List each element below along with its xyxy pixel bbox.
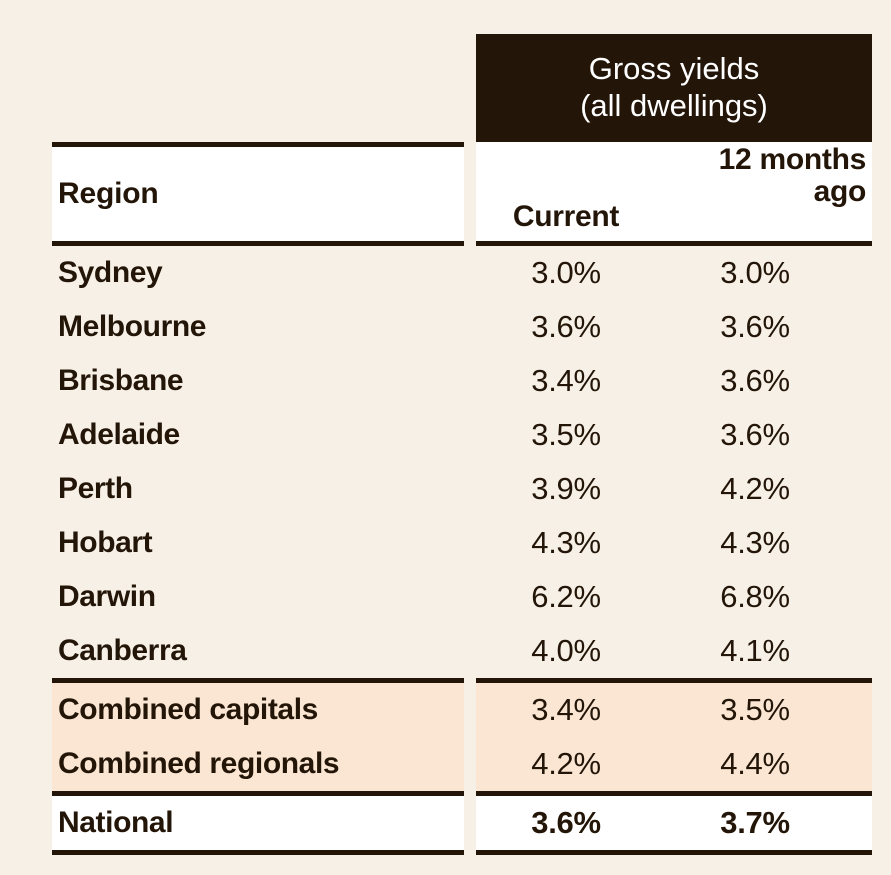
value-12-months-ago: 6.8% xyxy=(720,579,790,614)
table-row: Brisbane 3.4% 3.6% xyxy=(0,354,891,408)
value-12-months-ago: 4.2% xyxy=(720,471,790,506)
table-cell-values: 6.2% 6.8% xyxy=(476,570,872,624)
table-cell-region: National xyxy=(52,796,464,850)
region-label: Brisbane xyxy=(58,364,184,397)
table-cell-region: Darwin xyxy=(52,570,464,624)
region-label: Canberra xyxy=(58,634,187,667)
value-12-months-ago: 3.6% xyxy=(720,417,790,452)
region-label: National xyxy=(58,806,174,839)
table-row: National 3.6% 3.7% xyxy=(0,796,891,850)
table-cell-region: Hobart xyxy=(52,516,464,570)
table-row: Adelaide 3.5% 3.6% xyxy=(0,408,891,462)
region-label: Sydney xyxy=(58,256,163,289)
column-header-12-months-ago-line-2: ago xyxy=(813,175,867,209)
table-cell-region: Perth xyxy=(52,462,464,516)
value-current: 4.2% xyxy=(531,746,601,781)
table-cell-values: 3.4% 3.6% xyxy=(476,354,872,408)
column-header-region: Region xyxy=(52,142,464,246)
column-header-12-months-ago-line-1: 12 months xyxy=(718,143,867,176)
table-cell-values: 3.6% 3.7% xyxy=(476,796,872,850)
table-row: Darwin 6.2% 6.8% xyxy=(0,570,891,624)
value-12-months-ago: 3.5% xyxy=(720,692,790,727)
section-divider-rule-right xyxy=(476,791,872,796)
section-divider-rule-left xyxy=(52,791,464,796)
table-row: Perth 3.9% 4.2% xyxy=(0,462,891,516)
column-header-region-label: Region xyxy=(58,177,159,210)
table-cell-region: Brisbane xyxy=(52,354,464,408)
value-12-months-ago: 4.4% xyxy=(720,746,790,781)
table-row: Canberra 4.0% 4.1% xyxy=(0,624,891,678)
region-label: Adelaide xyxy=(58,418,180,451)
column-header-current-label: Current xyxy=(512,199,620,233)
column-header-12-months-ago: 12 months ago xyxy=(656,142,872,241)
table-cell-values: 4.2% 4.4% xyxy=(476,737,872,791)
section-divider-rule-right xyxy=(476,678,872,683)
table-body: Sydney 3.0% 3.0% Melbourne 3.6% 3.6% Brisbane 3… xyxy=(0,246,891,855)
column-header-values: Current 12 months ago xyxy=(476,142,872,246)
table-cell-values: 4.0% 4.1% xyxy=(476,624,872,678)
value-current: 3.0% xyxy=(531,255,601,290)
region-label: Darwin xyxy=(58,580,156,613)
table-cell-values: 4.3% 4.3% xyxy=(476,516,872,570)
region-label: Combined capitals xyxy=(58,693,318,726)
table-cell-region: Sydney xyxy=(52,246,464,300)
section-divider-rule-left xyxy=(52,678,464,683)
region-label: Perth xyxy=(58,472,133,505)
value-current: 3.6% xyxy=(531,309,601,344)
column-header-current: Current xyxy=(476,142,656,241)
table-bottom-rule-right xyxy=(476,850,872,855)
value-12-months-ago: 3.6% xyxy=(720,309,790,344)
table-cell-values: 3.5% 3.6% xyxy=(476,408,872,462)
table-cell-region: Canberra xyxy=(52,624,464,678)
table-cell-values: 3.6% 3.6% xyxy=(476,300,872,354)
value-12-months-ago: 3.0% xyxy=(720,255,790,290)
table-cell-values: 3.9% 4.2% xyxy=(476,462,872,516)
value-current: 3.5% xyxy=(531,417,601,452)
value-current: 4.0% xyxy=(531,633,601,668)
region-label: Hobart xyxy=(58,526,153,559)
table-cell-region: Combined capitals xyxy=(52,683,464,737)
table-row: Sydney 3.0% 3.0% xyxy=(0,246,891,300)
value-current: 3.9% xyxy=(531,471,601,506)
value-12-months-ago: 4.1% xyxy=(720,633,790,668)
value-current: 4.3% xyxy=(531,525,601,560)
super-header-gross-yields: Gross yields (all dwellings) xyxy=(476,34,872,142)
table-cell-region: Adelaide xyxy=(52,408,464,462)
value-current: 3.6% xyxy=(531,805,601,840)
value-12-months-ago: 3.7% xyxy=(720,805,790,840)
super-header-line-2: (all dwellings) xyxy=(580,88,768,123)
table-row: Hobart 4.3% 4.3% xyxy=(0,516,891,570)
region-label: Melbourne xyxy=(58,310,207,343)
super-header-line-1: Gross yields xyxy=(588,51,760,87)
table-cell-values: 3.4% 3.5% xyxy=(476,683,872,737)
table-cell-values: 3.0% 3.0% xyxy=(476,246,872,300)
value-12-months-ago: 4.3% xyxy=(720,525,790,560)
value-current: 6.2% xyxy=(531,579,601,614)
table-row: Combined regionals 4.2% 4.4% xyxy=(0,737,891,791)
table-cell-region: Melbourne xyxy=(52,300,464,354)
table-bottom-rule-left xyxy=(52,850,464,855)
table-row: Combined capitals 3.4% 3.5% xyxy=(0,683,891,737)
value-current: 3.4% xyxy=(531,363,601,398)
value-12-months-ago: 3.6% xyxy=(720,363,790,398)
table-row: Melbourne 3.6% 3.6% xyxy=(0,300,891,354)
table-cell-region: Combined regionals xyxy=(52,737,464,791)
value-current: 3.4% xyxy=(531,692,601,727)
region-label: Combined regionals xyxy=(58,747,340,780)
